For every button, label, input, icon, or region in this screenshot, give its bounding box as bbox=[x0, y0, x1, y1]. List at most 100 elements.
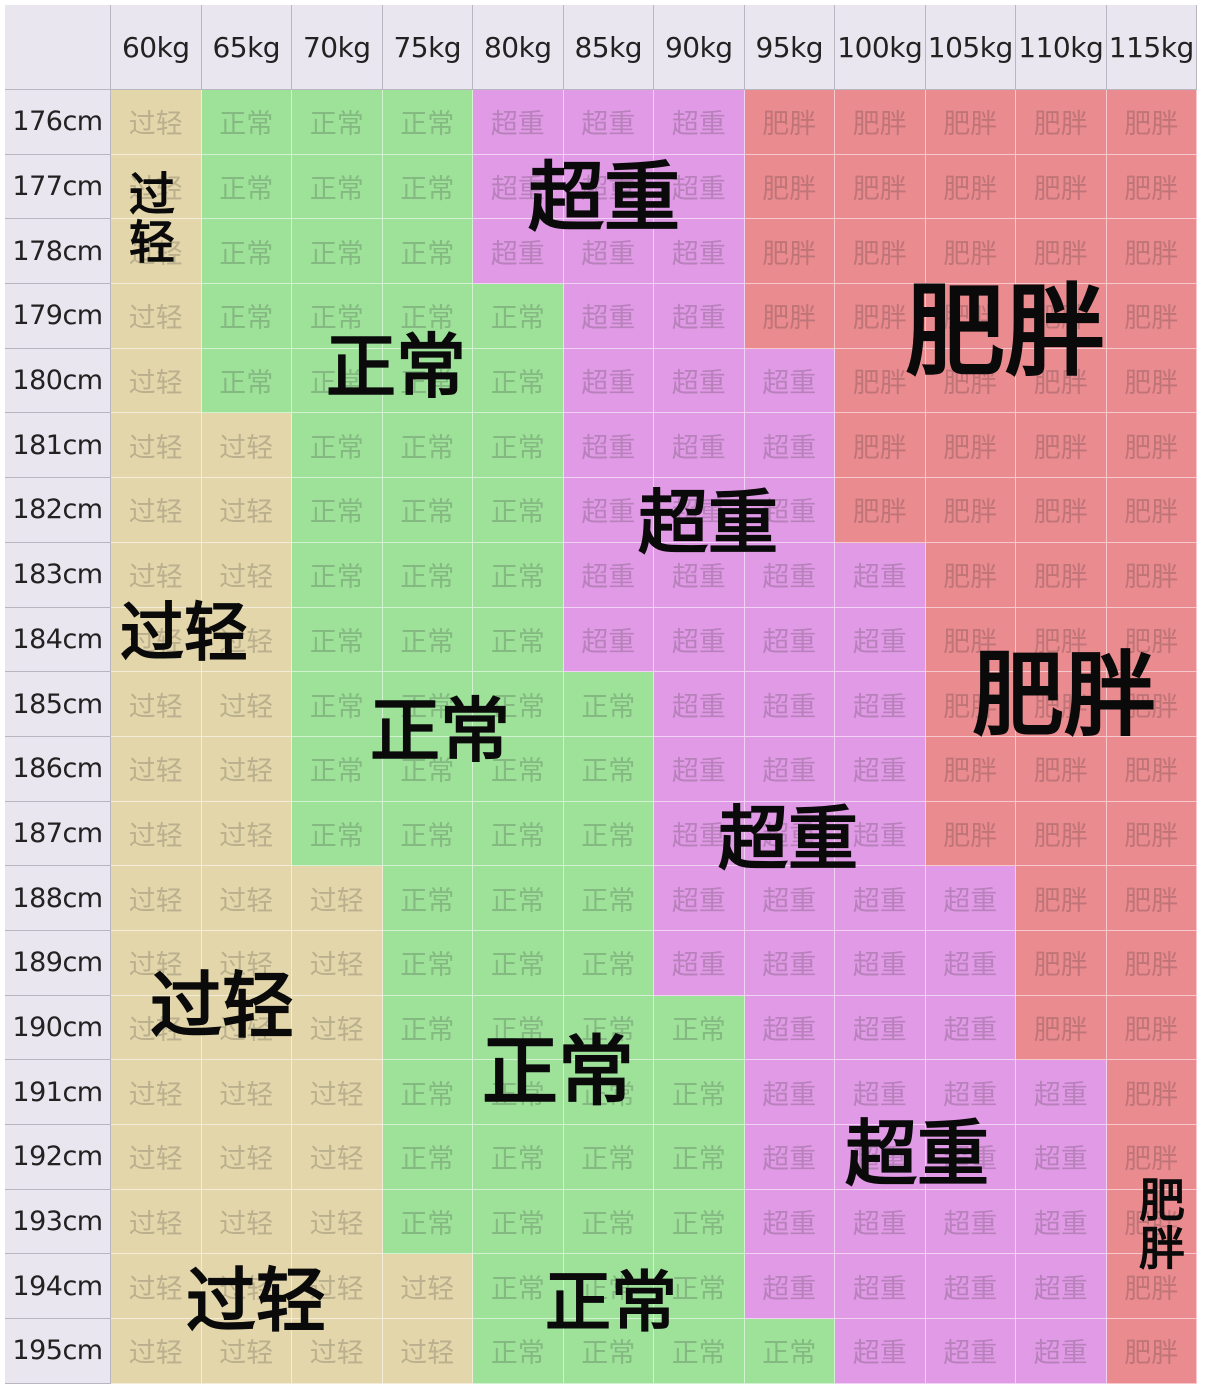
bmi-cell: 正常 bbox=[382, 672, 473, 737]
bmi-cell: 肥胖 bbox=[1016, 413, 1107, 479]
row-header-height: 185cm bbox=[5, 672, 111, 737]
bmi-cell: 肥胖 bbox=[1016, 607, 1107, 673]
row-header-height: 183cm bbox=[5, 542, 111, 608]
bmi-cell: 肥胖 bbox=[744, 284, 835, 349]
bmi-cell: 肥胖 bbox=[1106, 1189, 1197, 1255]
bmi-cell: 过轻 bbox=[201, 866, 292, 931]
bmi-cell: 肥胖 bbox=[925, 348, 1016, 414]
bmi-cell: 肥胖 bbox=[925, 607, 1016, 673]
bmi-cell: 肥胖 bbox=[1106, 607, 1197, 673]
bmi-cell: 过轻 bbox=[201, 995, 292, 1061]
bmi-cell: 肥胖 bbox=[1106, 154, 1197, 220]
bmi-cell: 超重 bbox=[563, 478, 654, 543]
bmi-cell: 肥胖 bbox=[744, 154, 835, 220]
bmi-cell: 肥胖 bbox=[1106, 672, 1197, 737]
bmi-cell: 肥胖 bbox=[1106, 1125, 1197, 1190]
bmi-cell: 超重 bbox=[744, 801, 835, 867]
bmi-cell: 正常 bbox=[473, 672, 564, 737]
bmi-cell: 超重 bbox=[835, 801, 926, 867]
column-header-weight: 65kg bbox=[201, 5, 292, 90]
bmi-cell: 过轻 bbox=[201, 672, 292, 737]
bmi-cell: 超重 bbox=[1016, 1125, 1107, 1190]
column-header-weight: 115kg bbox=[1106, 5, 1197, 90]
bmi-cell: 超重 bbox=[654, 154, 745, 220]
bmi-cell: 正常 bbox=[382, 90, 473, 155]
bmi-cell: 超重 bbox=[563, 348, 654, 414]
row-header-height: 181cm bbox=[5, 413, 111, 479]
bmi-cell: 肥胖 bbox=[835, 413, 926, 479]
bmi-cell: 肥胖 bbox=[1016, 930, 1107, 996]
bmi-cell: 过轻 bbox=[111, 154, 202, 220]
row-header-height: 187cm bbox=[5, 801, 111, 867]
bmi-cell: 超重 bbox=[563, 284, 654, 349]
bmi-cell: 超重 bbox=[1016, 1189, 1107, 1255]
zone-label: 肥胖 bbox=[972, 642, 1157, 749]
bmi-cell: 肥胖 bbox=[925, 542, 1016, 608]
bmi-cell: 超重 bbox=[744, 672, 835, 737]
bmi-cell: 过轻 bbox=[201, 1254, 292, 1320]
bmi-cell: 正常 bbox=[473, 1060, 564, 1125]
bmi-cell: 正常 bbox=[292, 542, 383, 608]
bmi-cell: 过轻 bbox=[201, 1189, 292, 1255]
bmi-cell: 正常 bbox=[201, 219, 292, 285]
bmi-cell: 肥胖 bbox=[1106, 930, 1197, 996]
bmi-cell: 肥胖 bbox=[1016, 478, 1107, 543]
bmi-cell: 超重 bbox=[744, 478, 835, 543]
bmi-cell: 超重 bbox=[835, 1189, 926, 1255]
bmi-cell: 肥胖 bbox=[1106, 219, 1197, 285]
bmi-cell: 正常 bbox=[292, 154, 383, 220]
bmi-cell: 正常 bbox=[654, 1189, 745, 1255]
bmi-cell: 正常 bbox=[382, 284, 473, 349]
bmi-cell: 过轻 bbox=[111, 1060, 202, 1125]
bmi-cell: 超重 bbox=[654, 801, 745, 867]
bmi-cell: 正常 bbox=[382, 1125, 473, 1190]
row-header-height: 191cm bbox=[5, 1060, 111, 1125]
row-header-height: 195cm bbox=[5, 1319, 111, 1384]
bmi-cell: 正常 bbox=[473, 866, 564, 931]
bmi-cell: 超重 bbox=[925, 930, 1016, 996]
bmi-cell: 正常 bbox=[473, 542, 564, 608]
zone-label: 超重 bbox=[528, 153, 680, 242]
bmi-cell: 超重 bbox=[1016, 1254, 1107, 1320]
bmi-cell: 正常 bbox=[292, 90, 383, 155]
bmi-cell: 肥胖 bbox=[925, 90, 1016, 155]
zone-label: 过轻 bbox=[120, 597, 248, 671]
bmi-cell: 肥胖 bbox=[1106, 90, 1197, 155]
bmi-cell: 肥胖 bbox=[925, 219, 1016, 285]
zone-label: 超重 bbox=[718, 798, 858, 880]
bmi-cell: 正常 bbox=[563, 1319, 654, 1384]
bmi-cell: 超重 bbox=[654, 284, 745, 349]
row-header-height: 194cm bbox=[5, 1254, 111, 1320]
bmi-cell: 肥胖 bbox=[925, 736, 1016, 802]
bmi-cell: 肥胖 bbox=[1016, 672, 1107, 737]
bmi-cell: 肥胖 bbox=[1106, 736, 1197, 802]
bmi-cell: 正常 bbox=[382, 995, 473, 1061]
bmi-cell: 超重 bbox=[473, 90, 564, 155]
bmi-cell: 过轻 bbox=[111, 736, 202, 802]
bmi-cell: 正常 bbox=[473, 1189, 564, 1255]
bmi-cell: 正常 bbox=[382, 607, 473, 673]
zone-label: 正常 bbox=[482, 1027, 634, 1116]
bmi-cell: 超重 bbox=[744, 348, 835, 414]
bmi-cell: 过轻 bbox=[201, 930, 292, 996]
bmi-cell: 过轻 bbox=[111, 930, 202, 996]
column-header-weight: 85kg bbox=[563, 5, 654, 90]
bmi-cell: 过轻 bbox=[111, 1189, 202, 1255]
bmi-cell: 过轻 bbox=[292, 1189, 383, 1255]
bmi-cell: 肥胖 bbox=[744, 90, 835, 155]
bmi-cell: 超重 bbox=[563, 413, 654, 479]
bmi-cell: 正常 bbox=[654, 995, 745, 1061]
bmi-cell: 正常 bbox=[473, 736, 564, 802]
bmi-cell: 正常 bbox=[292, 801, 383, 867]
bmi-cell: 正常 bbox=[563, 995, 654, 1061]
bmi-cell: 过轻 bbox=[201, 736, 292, 802]
bmi-cell: 超重 bbox=[925, 866, 1016, 931]
bmi-cell: 肥胖 bbox=[925, 413, 1016, 479]
bmi-cell: 正常 bbox=[292, 284, 383, 349]
bmi-cell: 超重 bbox=[654, 90, 745, 155]
bmi-cell: 正常 bbox=[292, 607, 383, 673]
bmi-cell: 超重 bbox=[654, 348, 745, 414]
bmi-cell: 过轻 bbox=[201, 1319, 292, 1384]
zone-label: 超重 bbox=[845, 1112, 990, 1196]
